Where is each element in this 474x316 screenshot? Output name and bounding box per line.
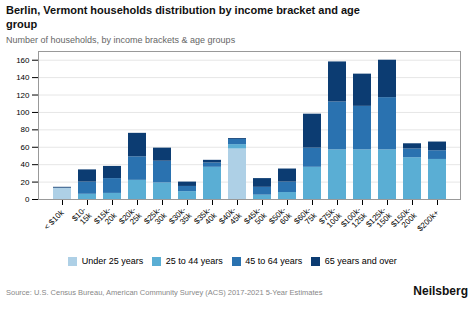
svg-text:$40k-45k: $40k-45k xyxy=(217,204,244,231)
svg-text:$20k-25k: $20k-25k xyxy=(117,204,144,231)
svg-text:$25k-30k: $25k-30k xyxy=(142,204,169,231)
svg-text:120: 120 xyxy=(16,90,30,99)
svg-text:$100k-125k: $100k-125k xyxy=(339,204,369,234)
svg-text:60: 60 xyxy=(21,142,30,151)
svg-text:$75k-100k: $75k-100k xyxy=(317,204,344,231)
svg-text:$35k-40k: $35k-40k xyxy=(192,204,219,231)
html-text:Berlin, Vermont households dis: Berlin, Vermont households distribution … xyxy=(6,4,360,30)
svg-text:$150k-200k: $150k-200k xyxy=(389,204,419,234)
svg-text:$45k-50k: $45k-50k xyxy=(242,204,269,231)
svg-text:140: 140 xyxy=(16,73,30,82)
svg-text:160: 160 xyxy=(16,55,30,64)
svg-text:$50k-60k: $50k-60k xyxy=(267,204,294,231)
svg-text:20: 20 xyxy=(21,177,30,186)
svg-text:100: 100 xyxy=(16,108,30,117)
html-text:65 years and over: 65 years and over xyxy=(324,256,397,266)
html-text:Number of households, by incom: Number of households, by income brackets… xyxy=(6,34,236,45)
svg-text:$10-15k: $10-15k xyxy=(70,204,94,228)
html-text:Source: U.S. Census Bureau, Am: Source: U.S. Census Bureau, American Com… xyxy=(6,288,323,297)
html-text:45 to 64 years: 45 to 64 years xyxy=(245,256,303,266)
svg-text:$200k+: $200k+ xyxy=(416,207,441,232)
svg-text:40: 40 xyxy=(21,160,30,169)
html-text:Under 25 years: Under 25 years xyxy=(81,256,144,266)
svg-text:0: 0 xyxy=(25,195,30,204)
svg-text:$30k-35k: $30k-35k xyxy=(167,204,194,231)
html-text:Neilsberg: Neilsberg xyxy=(413,284,468,298)
svg-text:$60k-75k: $60k-75k xyxy=(292,204,319,231)
html-text:25 to 44 years: 25 to 44 years xyxy=(165,256,223,266)
svg-text:< $10k: < $10k xyxy=(42,207,66,231)
svg-text:$15k-20k: $15k-20k xyxy=(92,204,119,231)
svg-text:80: 80 xyxy=(21,125,30,134)
svg-text:$125k-150k: $125k-150k xyxy=(364,204,394,234)
